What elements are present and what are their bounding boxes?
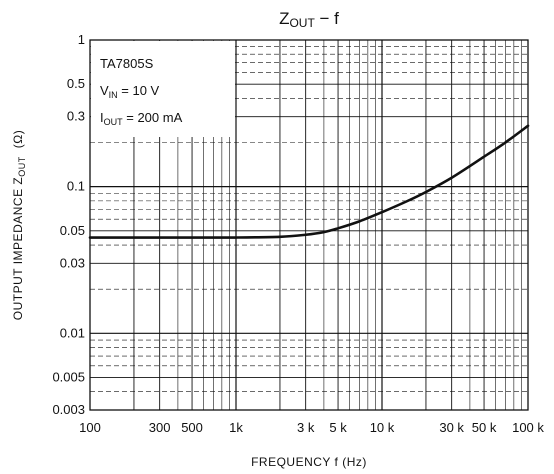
x-tick-label: 10 k — [370, 420, 395, 435]
annotation: TA7805S VIN = 10 V IOUT = 200 mA — [100, 56, 183, 127]
x-tick-label: 100 — [79, 420, 101, 435]
y-axis-label-subscript: OUT — [17, 156, 27, 177]
y-tick-label: 0.1 — [67, 179, 85, 194]
y-tick-label: 0.5 — [67, 76, 85, 91]
series-line — [88, 124, 530, 239]
annotation-vin: VIN = 10 V — [100, 83, 160, 100]
chart-title: ZOUT − f — [279, 9, 339, 30]
x-tick-label: 30 k — [439, 420, 464, 435]
y-tick-label: 0.03 — [60, 255, 85, 270]
annotation-device: TA7805S — [100, 56, 154, 71]
chart-title-rest: − f — [315, 9, 339, 28]
x-tick-label: 3 k — [297, 420, 315, 435]
annotation-box — [91, 41, 235, 137]
y-ticks: 1 0.5 0.3 0.1 0.05 0.03 0.01 0.005 0.003 — [52, 32, 85, 417]
x-tick-label: 300 — [149, 420, 171, 435]
y-tick-label: 0.003 — [52, 402, 85, 417]
plot-frame — [89, 39, 529, 411]
x-tick-label: 50 k — [472, 420, 497, 435]
annotation-vin-subscript: IN — [109, 90, 118, 100]
x-tick-label: 1k — [229, 420, 243, 435]
annotation-vin-value: = 10 V — [118, 83, 160, 98]
y-tick-label: 0.005 — [52, 369, 85, 384]
x-tick-label: 100 k — [512, 420, 544, 435]
y-tick-label: 0.3 — [67, 109, 85, 124]
chart-title-symbol: Z — [279, 9, 289, 28]
y-axis-label-main: OUTPUT IMPEDANCE Z — [11, 177, 25, 320]
x-tick-label: 500 — [181, 420, 203, 435]
y-tick-label: 0.05 — [60, 223, 85, 238]
y-axis-label-unit: (Ω) — [11, 130, 25, 148]
annotation-iout: IOUT = 200 mA — [100, 110, 183, 127]
annotation-iout-symbol: I — [100, 110, 104, 125]
y-axis-label: OUTPUT IMPEDANCE ZOUT (Ω) — [11, 130, 27, 320]
x-axis-label: FREQUENCY f (Hz) — [251, 455, 367, 469]
annotation-iout-value: = 200 mA — [123, 110, 183, 125]
y-tick-label: 1 — [78, 32, 85, 47]
annotation-iout-subscript: OUT — [104, 117, 124, 127]
x-tick-label: 5 k — [329, 420, 347, 435]
annotation-vin-symbol: V — [100, 83, 109, 98]
y-tick-label: 0.01 — [60, 325, 85, 340]
x-ticks: 100 300 500 1k 3 k 5 k 10 k 30 k 50 k 100 k — [79, 420, 544, 435]
chart-title-subscript: OUT — [289, 16, 315, 30]
